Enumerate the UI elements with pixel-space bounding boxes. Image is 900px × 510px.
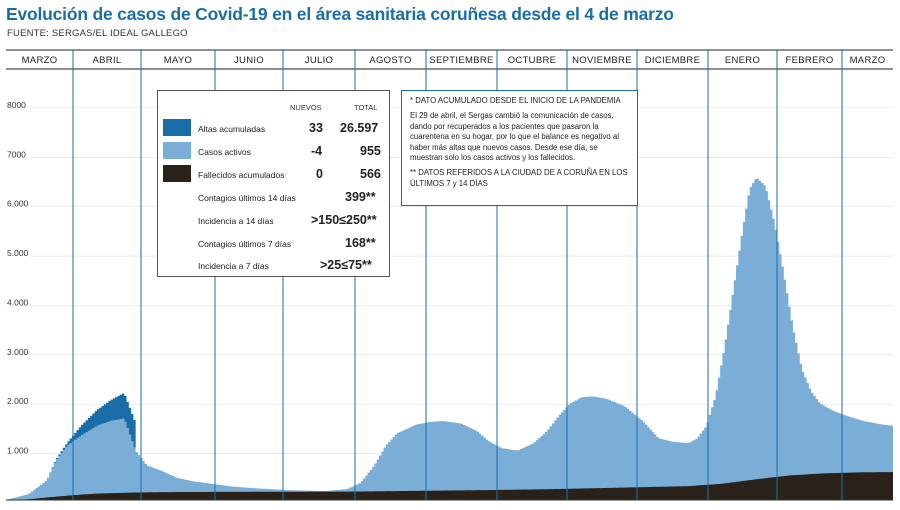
month-label: JUNIO: [234, 55, 264, 66]
month-label: ENERO: [725, 55, 760, 66]
month-label: FEBRERO: [785, 55, 833, 66]
legend-total-fallecidos: 566: [360, 167, 381, 181]
stat-value-incidencia-14: >150≤250**: [311, 213, 377, 227]
series-casos-activos: [6, 178, 893, 500]
y-tick-label: 2.000: [7, 396, 29, 406]
note-method-change: El 29 de abril, el Sergas cambió la comu…: [410, 111, 619, 163]
legend-swatch-activos: [163, 142, 191, 159]
stat-label-incidencia-7: Incidencia a 7 días: [198, 261, 269, 271]
legend-label-activos: Casos activos: [198, 147, 251, 157]
y-tick-label: 5.000: [7, 248, 29, 258]
y-tick-label: 6.000: [7, 199, 29, 209]
month-label: MARZO: [850, 55, 886, 66]
area-casos-activos: [6, 178, 893, 500]
y-tick-label: 8000: [7, 100, 26, 110]
chart-title: Evolución de casos de Covid-19 en el áre…: [6, 4, 674, 24]
legend-total-activos: 955: [360, 144, 381, 158]
stat-label-contagios-7: Contagios últimos 7 días: [198, 239, 292, 249]
legend-box: NUEVOS TOTAL Altas acumuladas 33 26.597 …: [157, 90, 390, 277]
legend-swatch-fallecidos: [163, 165, 191, 182]
month-label: SEPTIEMBRE: [429, 55, 493, 66]
month-label: ABRIL: [93, 55, 122, 66]
stat-value-contagios-14: 399**: [345, 190, 376, 204]
stat-label-contagios-14: Contagios últimos 14 días: [198, 193, 296, 203]
stat-label-incidencia-14: Incidencia a 14 días: [198, 216, 274, 226]
month-label: AGOSTO: [369, 55, 411, 66]
month-label: DICIEMBRE: [645, 55, 700, 66]
chart-source: FUENTE: SERGAS/EL IDEAL GALLEGO: [7, 28, 188, 39]
stat-value-incidencia-7: >25≤75**: [320, 258, 372, 272]
legend-header-total: TOTAL: [354, 103, 378, 112]
legend-label-altas: Altas acumuladas: [198, 124, 266, 134]
legend-new-altas: 33: [309, 121, 323, 135]
y-tick-label: 3.000: [7, 347, 29, 357]
legend-header-new: NUEVOS: [290, 103, 322, 112]
y-tick-label: 7000: [7, 149, 26, 159]
legend-new-activos: -4: [311, 144, 323, 158]
note-cumulative: * DATO ACUMULADO DESDE EL INICIO DE LA P…: [410, 96, 621, 105]
month-label: NOVIEMBRE: [572, 55, 632, 66]
y-tick-label: 1.000: [7, 446, 29, 456]
legend-total-altas: 26.597: [340, 121, 379, 135]
notes-box: * DATO ACUMULADO DESDE EL INICIO DE LA P…: [401, 90, 638, 206]
y-tick-label: 4.000: [7, 297, 29, 307]
note-city-data: ** DATOS REFERIDOS A LA CIUDAD DE A CORU…: [410, 168, 628, 188]
month-label: JULIO: [305, 55, 333, 66]
legend-new-fallecidos: 0: [316, 167, 323, 181]
legend-swatch-altas: [163, 119, 191, 136]
stat-value-contagios-7: 168**: [345, 236, 376, 250]
legend-label-fallecidos: Fallecidos acumulados: [198, 170, 285, 180]
month-label: MAYO: [164, 55, 192, 66]
month-label: OCTUBRE: [508, 55, 557, 66]
month-label: MARZO: [22, 55, 58, 66]
area-fallecidos-acumulados: [6, 472, 893, 500]
area-altas-acumuladas: [46, 393, 136, 478]
